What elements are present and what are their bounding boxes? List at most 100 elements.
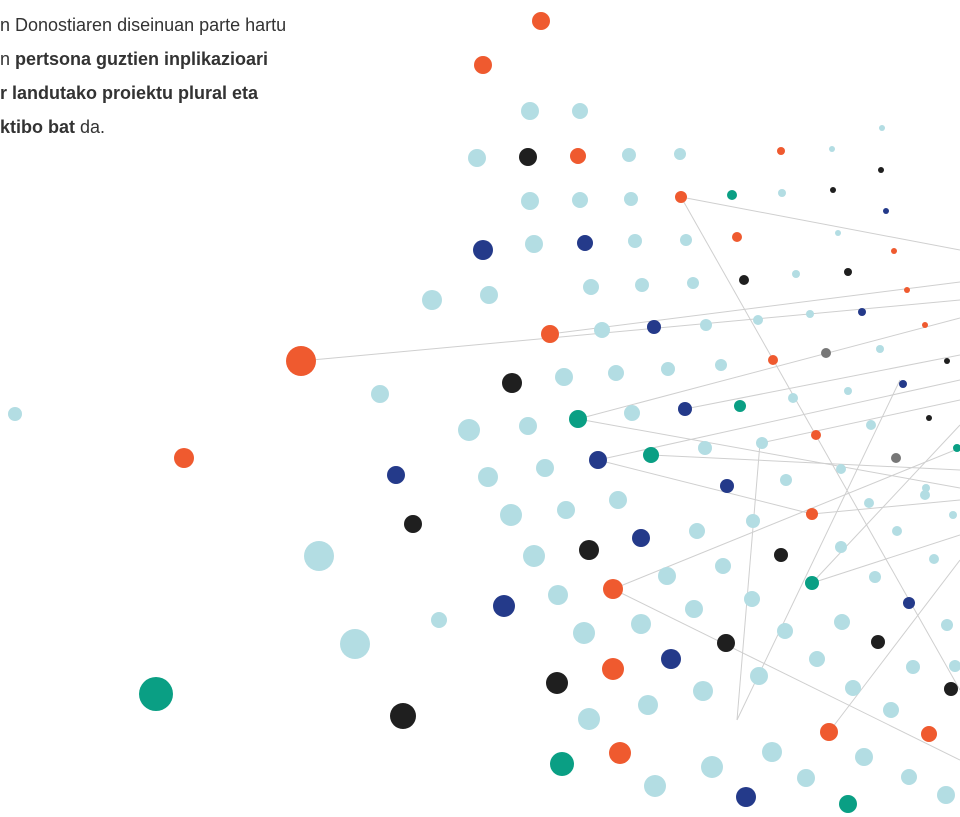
dot — [675, 191, 687, 203]
dot — [577, 235, 593, 251]
dot — [390, 703, 416, 729]
dot — [589, 451, 607, 469]
dot — [661, 649, 681, 669]
dot — [720, 479, 734, 493]
dot — [866, 420, 876, 430]
dot — [594, 322, 610, 338]
dot — [638, 695, 658, 715]
dot — [774, 548, 788, 562]
page: n Donostiaren diseinuan parte hartun per… — [0, 0, 960, 817]
dot — [404, 515, 422, 533]
dot — [680, 234, 692, 246]
bold-text: pertsona guztien inplikazioari — [15, 49, 268, 69]
dot — [903, 597, 915, 609]
dot — [624, 192, 638, 206]
dot — [830, 187, 836, 193]
dot — [557, 501, 575, 519]
connector-line — [681, 197, 960, 690]
dot — [820, 723, 838, 741]
connector-line — [812, 500, 960, 514]
dot — [661, 362, 675, 376]
dot — [777, 623, 793, 639]
dot — [929, 554, 939, 564]
dot — [685, 600, 703, 618]
connector-line — [651, 455, 960, 470]
dot — [519, 148, 537, 166]
text-line: ktibo bat da. — [0, 110, 420, 144]
dot — [845, 680, 861, 696]
text-line: n Donostiaren diseinuan parte hartu — [0, 8, 420, 42]
dot — [578, 708, 600, 730]
dot — [602, 658, 624, 680]
dot — [603, 579, 623, 599]
dot — [500, 504, 522, 526]
dot — [624, 405, 640, 421]
dot — [422, 290, 442, 310]
dot — [658, 567, 676, 585]
dot — [8, 407, 22, 421]
dot — [746, 514, 760, 528]
dot — [700, 319, 712, 331]
dot — [715, 359, 727, 371]
dot — [797, 769, 815, 787]
dot — [286, 346, 316, 376]
dot — [493, 595, 515, 617]
dot — [541, 325, 559, 343]
dot — [715, 558, 731, 574]
dot — [732, 232, 742, 242]
bold-text: ktibo bat — [0, 117, 75, 137]
text-line: r landutako proiektu plural eta — [0, 76, 420, 110]
dot — [387, 466, 405, 484]
dot — [834, 614, 850, 630]
dot — [523, 545, 545, 567]
dot — [609, 742, 631, 764]
dot — [635, 278, 649, 292]
dot — [835, 230, 841, 236]
dot — [174, 448, 194, 468]
connector-line — [550, 282, 960, 334]
dot — [431, 612, 447, 628]
dot — [858, 308, 866, 316]
dot — [949, 511, 957, 519]
dot — [937, 786, 955, 804]
dot — [891, 453, 901, 463]
dot — [139, 677, 173, 711]
dot — [304, 541, 334, 571]
dot — [821, 348, 831, 358]
connector-line — [578, 318, 960, 419]
bold-text: r landutako proiektu plural eta — [0, 83, 258, 103]
dot — [926, 415, 932, 421]
connector-line — [598, 460, 812, 514]
connector-line — [578, 419, 960, 488]
dot — [644, 775, 666, 797]
dot — [546, 672, 568, 694]
dot — [536, 459, 554, 477]
connector-line — [613, 589, 960, 760]
dot — [458, 419, 480, 441]
dot — [734, 400, 746, 412]
dot — [762, 742, 782, 762]
dot — [944, 358, 950, 364]
dot — [744, 591, 760, 607]
dot — [750, 667, 768, 685]
dot — [674, 148, 686, 160]
dot — [809, 651, 825, 667]
dot — [876, 345, 884, 353]
dot — [340, 629, 370, 659]
dot — [473, 240, 493, 260]
dot — [573, 622, 595, 644]
dot — [805, 576, 819, 590]
dot — [698, 441, 712, 455]
dot — [632, 529, 650, 547]
dot — [525, 235, 543, 253]
dot — [643, 447, 659, 463]
dot — [631, 614, 651, 634]
dot — [878, 167, 884, 173]
dot — [521, 102, 539, 120]
dot — [569, 410, 587, 428]
dot — [778, 189, 786, 197]
dot — [548, 585, 568, 605]
dot — [921, 726, 937, 742]
dot — [899, 380, 907, 388]
